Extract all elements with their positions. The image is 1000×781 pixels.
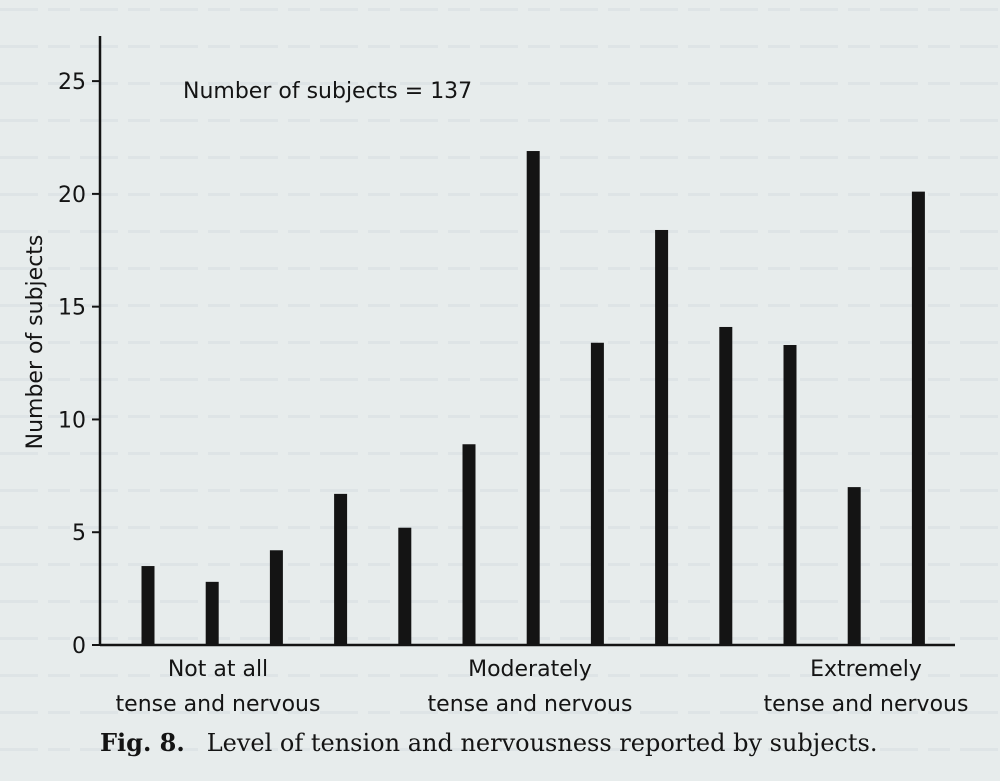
x-category-label: tense and nervous [116, 692, 321, 717]
figure-caption-text: Level of tension and nervousness reporte… [206, 729, 878, 757]
subject-count-annotation: Number of subjects = 137 [183, 79, 472, 104]
y-ticks: 0 5 10 15 20 25 [58, 70, 100, 659]
x-category-label: tense and nervous [428, 692, 633, 717]
x-category-label: Extremely [810, 657, 922, 682]
y-tick-label: 15 [58, 296, 86, 321]
bar [141, 566, 155, 645]
figure-caption: Fig. 8. Level of tension and nervousness … [100, 728, 1000, 757]
y-tick-label: 5 [72, 521, 86, 546]
bar [590, 342, 604, 645]
chart-bars [141, 151, 925, 646]
bar [205, 581, 219, 645]
bar [655, 229, 669, 645]
x-category-label: tense and nervous [764, 692, 969, 717]
bar [783, 345, 797, 645]
y-tick-label: 20 [58, 183, 86, 208]
x-category-label: Not at all [168, 657, 268, 682]
bar [462, 444, 476, 645]
bar [269, 550, 283, 645]
y-axis-label: Number of subjects [23, 235, 48, 450]
bar [398, 527, 412, 645]
y-tick-label: 10 [58, 408, 86, 433]
bar-chart: 0 5 10 15 20 25 Number of subjects Number of … [23, 36, 969, 717]
category-labels: Not at all tense and nervous Moderately ten… [116, 657, 969, 717]
bar [847, 487, 861, 645]
y-tick-label: 25 [58, 70, 86, 95]
bar [911, 191, 925, 645]
bar [334, 493, 348, 645]
figure-number: Fig. 8. [100, 728, 185, 757]
bar [526, 151, 540, 646]
bar [719, 326, 733, 645]
x-category-label: Moderately [468, 657, 592, 682]
y-tick-label: 0 [72, 634, 86, 659]
